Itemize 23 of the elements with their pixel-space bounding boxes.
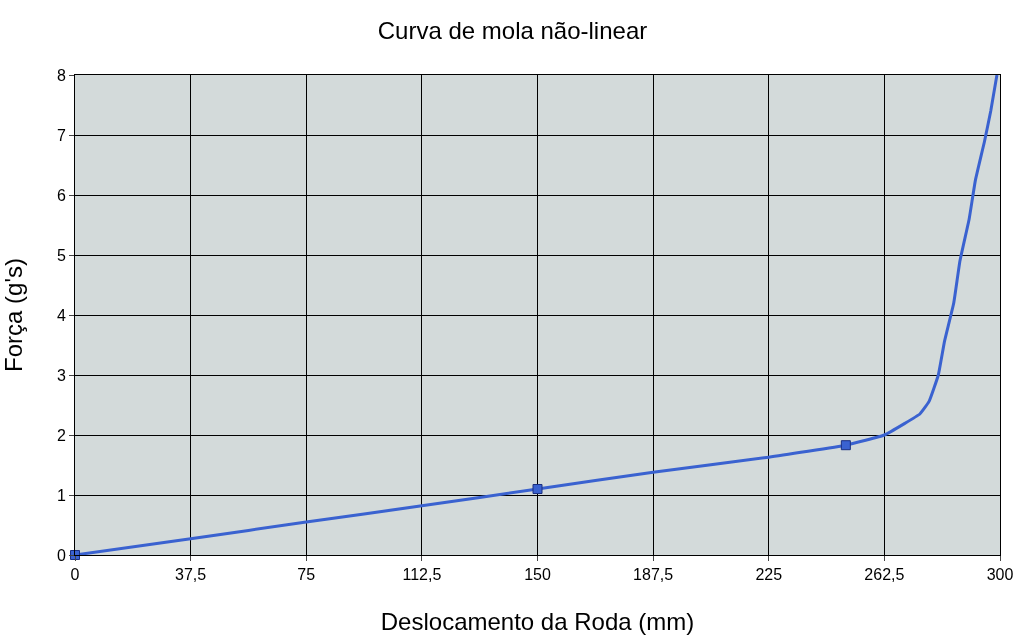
y-tick-label: 8 [56, 66, 66, 84]
x-tick-label: 112,5 [402, 566, 442, 584]
x-tick-label: 300 [986, 566, 1014, 584]
y-tick-label: 0 [56, 546, 66, 564]
x-tick-label: 225 [755, 566, 783, 584]
x-tick-label: 150 [524, 566, 551, 584]
y-tick-label: 1 [56, 486, 66, 504]
y-tick-label: 3 [56, 366, 66, 384]
x-tick-label: 75 [297, 566, 316, 584]
chart-title: Curva de mola não-linear [377, 17, 648, 45]
point [840, 440, 851, 451]
y-axis-title: Força (g's) [0, 258, 27, 372]
y-tick-label: 6 [56, 186, 66, 204]
y-tick-label: 4 [56, 306, 66, 324]
x-tick-label: 0 [70, 566, 80, 584]
y-tick-label: 2 [56, 426, 66, 444]
y-tick-label: 7 [56, 126, 66, 144]
point [532, 484, 543, 494]
x-tick-label: 262,5 [864, 566, 905, 584]
x-tick-label: 187,5 [633, 566, 674, 584]
x-axis-title: Deslocamento da Roda (mm) [380, 608, 695, 635]
y-tick-label: 5 [56, 246, 66, 264]
x-tick-label: 37,5 [175, 566, 207, 584]
